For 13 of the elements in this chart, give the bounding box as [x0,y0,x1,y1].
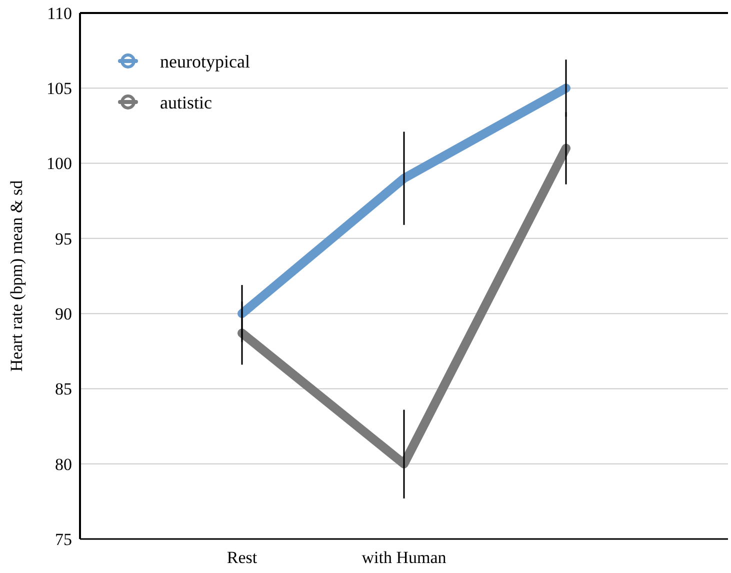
y-tick-label: 105 [46,79,72,98]
x-tick-label: Rest [226,548,258,567]
x-tick-label: with Human [362,548,447,567]
y-tick-label: 80 [55,454,72,474]
y-tick-label: 85 [55,380,72,399]
y-tick-label: 95 [55,229,72,248]
y-tick-label: 90 [55,304,72,324]
y-tick-label: 110 [47,4,72,23]
legend-label: autistic [160,92,212,112]
y-tick-label: 100 [46,154,72,174]
legend-label: neurotypical [160,51,250,72]
y-axis-title: Heart rate (bpm) mean & sd [7,180,26,372]
y-tick-label: 75 [55,530,72,549]
